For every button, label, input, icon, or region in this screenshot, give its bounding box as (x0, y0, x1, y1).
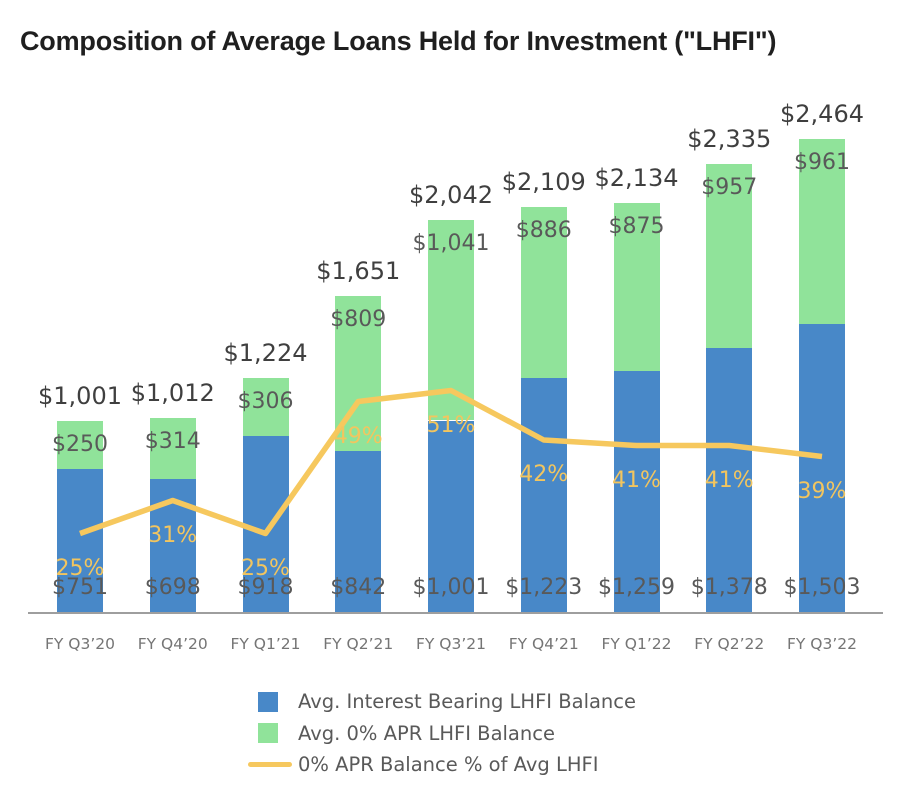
legend-label: 0% APR Balance % of Avg LHFI (298, 753, 599, 777)
apr-percent-label: 51% (426, 412, 476, 438)
x-axis-category-label: FY Q3’20 (44, 635, 116, 653)
apr-percent-label: 39% (797, 478, 847, 504)
bar-segment-zero-apr (799, 139, 845, 324)
legend-label: Avg. 0% APR LHFI Balance (298, 721, 555, 745)
interest-bearing-value-label: $698 (144, 575, 201, 600)
x-axis-line (28, 612, 883, 614)
interest-bearing-value-label: $1,001 (412, 575, 490, 600)
interest-bearing-value-label: $1,259 (598, 575, 675, 600)
chart-title: Composition of Average Loans Held for In… (20, 26, 777, 56)
bar-total-label: $2,335 (687, 124, 772, 153)
bar-segment-zero-apr (706, 163, 753, 348)
legend-item-zero-apr: Avg. 0% APR LHFI Balance (248, 718, 636, 750)
interest-bearing-value-label: $1,378 (690, 575, 768, 600)
interest-bearing-value-label: $1,503 (783, 575, 861, 600)
x-axis-category-label: FY Q3’22 (786, 635, 858, 653)
legend: Avg. Interest Bearing LHFI Balance Avg. … (248, 686, 636, 781)
apr-percent-label: 25% (55, 555, 105, 581)
bar-total-label: $2,109 (501, 168, 586, 197)
legend-item-apr-line: 0% APR Balance % of Avg LHFI (248, 749, 636, 781)
bar-total-label: $1,224 (223, 338, 308, 367)
apr-percent-label: 25% (241, 555, 290, 581)
bar-segment-zero-apr (613, 202, 660, 371)
x-axis-category-label: FY Q4’20 (137, 635, 208, 653)
bar-total-label: $1,651 (316, 256, 401, 285)
legend-label: Avg. Interest Bearing LHFI Balance (298, 690, 637, 714)
bar-total-label: $2,042 (409, 181, 493, 210)
interest-bearing-value-label: $918 (237, 575, 294, 600)
zero-apr-value-label: $886 (515, 218, 572, 244)
x-axis-category-label: FY Q2’22 (694, 635, 765, 653)
zero-apr-value-label: $957 (701, 174, 758, 200)
legend-square-swatch-icon (258, 691, 278, 712)
interest-bearing-value-label: $751 (52, 575, 108, 600)
interest-bearing-value-label: $1,223 (505, 575, 583, 600)
x-axis-category-label: FY Q3’21 (415, 635, 487, 653)
zero-apr-value-label: $306 (237, 388, 294, 414)
legend-square-swatch-icon (258, 723, 278, 744)
bar-segment-zero-apr (520, 207, 567, 378)
apr-percent-label: 31% (148, 522, 198, 548)
bar-total-label: $2,464 (780, 100, 864, 129)
zero-apr-value-label: $1,041 (412, 231, 490, 257)
interest-bearing-value-label: $842 (330, 575, 387, 600)
x-axis-category-label: FY Q2’21 (323, 635, 394, 653)
zero-apr-value-label: $809 (330, 306, 387, 332)
zero-apr-value-label: $314 (144, 429, 201, 455)
zero-apr-value-label: $961 (794, 150, 850, 176)
legend-item-interest-bearing: Avg. Interest Bearing LHFI Balance (248, 686, 636, 718)
x-axis-category-label: FY Q4’21 (508, 635, 579, 653)
zero-apr-value-label: $875 (608, 213, 665, 239)
x-axis-category-label: FY Q1’22 (601, 635, 672, 653)
bar-total-label: $2,134 (594, 163, 679, 192)
legend-line-swatch-icon (248, 762, 292, 768)
bar-segment-zero-apr (428, 220, 474, 421)
x-axis-category-label: FY Q1’21 (230, 635, 301, 653)
